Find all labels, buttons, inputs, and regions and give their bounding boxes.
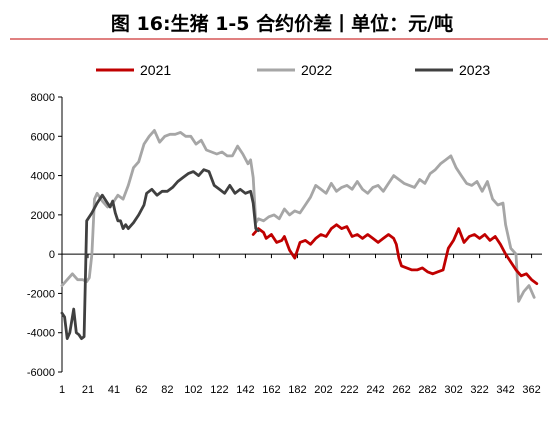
x-tick-label: 302	[444, 384, 462, 396]
y-tick-label: 8000	[31, 92, 55, 104]
series-line-2023	[60, 168, 260, 340]
x-tick-label: 182	[288, 384, 306, 396]
x-axis: 1 21 41 62 82 102 122 142 162 182 202 222 242 262 282 3…	[59, 253, 542, 396]
y-tick-label: 6000	[31, 131, 55, 143]
x-tick-label: 262	[392, 384, 410, 396]
x-tick-label: 62	[135, 384, 147, 396]
x-tick-label: 342	[496, 384, 514, 396]
x-tick-label: 322	[470, 384, 488, 396]
x-tick-label: 202	[314, 384, 332, 396]
y-axis: 8000 6000 4000 2000 0 -2000 -4000 -6000	[27, 92, 63, 379]
x-tick-label: 282	[418, 384, 436, 396]
y-tick-label: 0	[49, 249, 55, 261]
series-group	[60, 129, 539, 340]
x-tick-label: 162	[262, 384, 280, 396]
y-tick-label: 4000	[31, 171, 55, 183]
x-tick-label: 222	[340, 384, 358, 396]
x-tick-label: 142	[236, 384, 254, 396]
legend-label-2023: 2023	[459, 62, 490, 78]
legend-label-2021: 2021	[140, 62, 171, 78]
series-line-2022	[60, 129, 536, 303]
x-tick-label: 41	[108, 384, 120, 396]
legend: 2021 2022 2023	[96, 62, 490, 78]
y-tick-label: -6000	[27, 367, 55, 379]
x-tick-label: 82	[161, 384, 173, 396]
y-tick-label: -2000	[27, 288, 55, 300]
x-tick-label: 21	[82, 384, 94, 396]
y-tick-label: -4000	[27, 328, 55, 340]
x-tick-label: 102	[184, 384, 202, 396]
y-tick-label: 2000	[31, 210, 55, 222]
x-tick-label: 1	[59, 384, 65, 396]
legend-label-2022: 2022	[301, 62, 332, 78]
chart-title: 图 16:生猪 1-5 合约价差丨单位：元/吨	[111, 12, 453, 35]
x-tick-label: 362	[522, 384, 540, 396]
series-line-2021	[251, 223, 539, 285]
x-tick-label: 242	[366, 384, 384, 396]
x-tick-label: 122	[210, 384, 228, 396]
